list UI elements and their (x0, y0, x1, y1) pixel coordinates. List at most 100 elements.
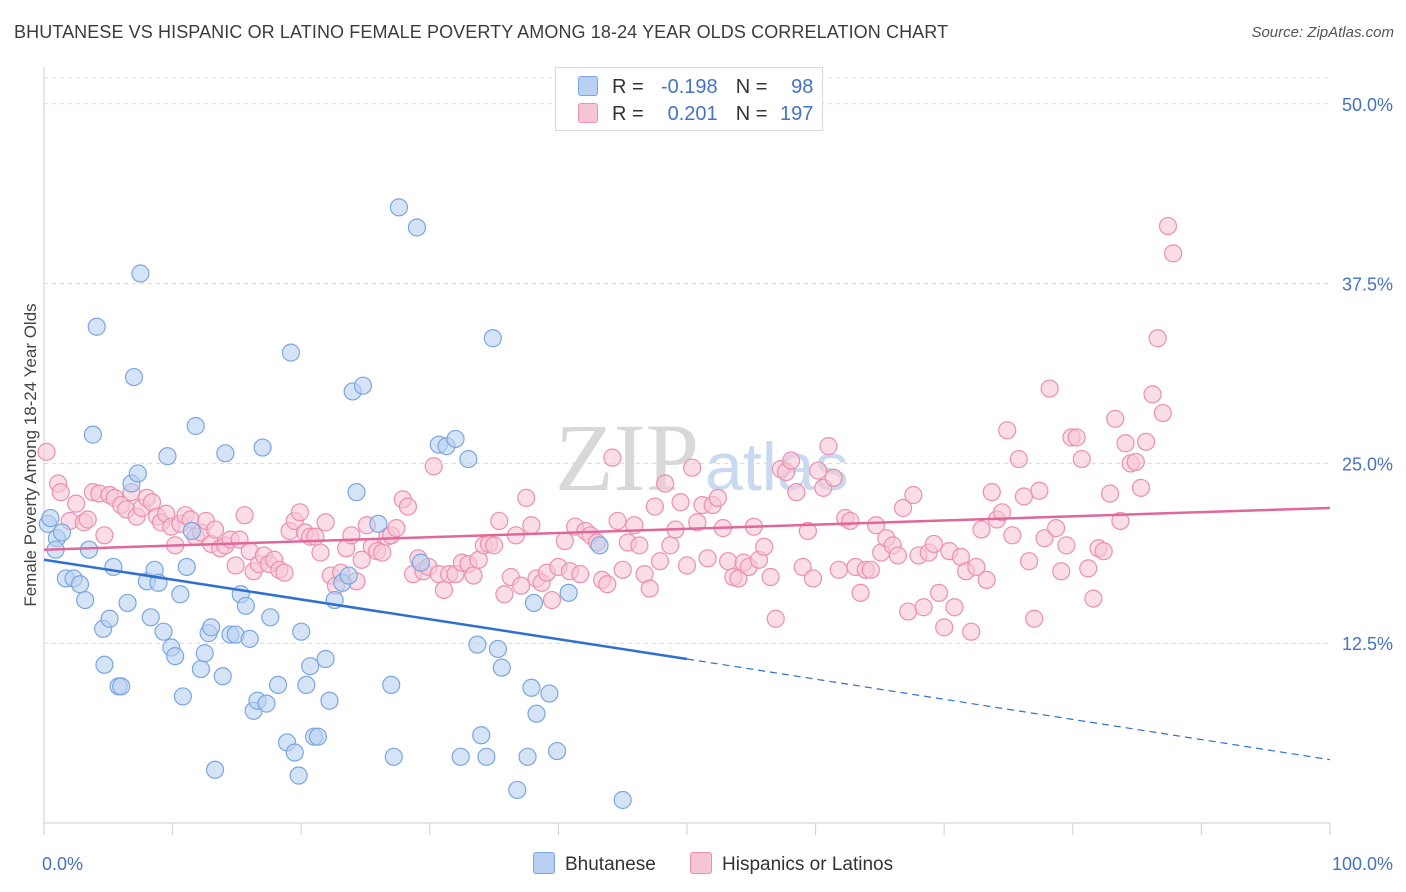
bhutanese-point-39 (213, 667, 232, 686)
hispanics-point-156 (861, 560, 880, 579)
hispanics-point-122 (683, 458, 702, 477)
hispanics-point-107 (603, 448, 622, 467)
hispanics-point-146 (809, 461, 828, 480)
bhutanese-point-13 (104, 557, 123, 577)
source-label: Source: ZipAtlas.com (1251, 24, 1394, 41)
bhutanese-point-25 (154, 622, 173, 641)
hispanics-point-114 (640, 579, 659, 598)
hispanics-point-64 (373, 543, 392, 562)
hispanics-point-143 (793, 557, 812, 577)
hispanics-point-201 (1100, 484, 1120, 503)
bhutanese-point-57 (297, 675, 316, 695)
hispanics-point-67 (387, 519, 406, 538)
hispanics-point-192 (1052, 562, 1071, 581)
hispanics-point-2 (51, 483, 70, 502)
hispanics-point-52 (311, 543, 330, 562)
hispanics-point-170 (935, 618, 954, 637)
bhutanese-point-68 (353, 376, 373, 395)
hispanics-point-123 (688, 513, 707, 532)
bhutanese-point-34 (191, 659, 210, 679)
hispanics-point-109 (613, 560, 632, 579)
x-tick-label-min: 0.0% (42, 854, 83, 874)
series-bhutanese-points (38, 198, 632, 810)
hispanics-point-198 (1084, 589, 1103, 608)
hispanics-point-154 (851, 583, 870, 602)
bhutanese-point-92 (548, 741, 567, 761)
bhutanese-point-11 (95, 655, 114, 674)
hispanics-point-85 (485, 536, 504, 555)
hispanics-point-209 (1143, 385, 1162, 404)
hispanics-point-108 (608, 511, 627, 531)
hispanics-point-136 (755, 537, 774, 556)
hispanics-point-186 (1019, 552, 1039, 571)
bhutanese-point-67 (347, 483, 366, 502)
bhutanese-point-22 (141, 608, 160, 627)
bhutanese-point-12 (100, 609, 119, 628)
hispanics-point-163 (899, 602, 918, 621)
bhutanese-point-88 (522, 678, 541, 697)
legend-r-value: -0.198 (660, 76, 718, 98)
hispanics-point-0 (37, 442, 56, 461)
hispanics-point-92 (522, 516, 541, 535)
hispanics-point-207 (1131, 478, 1151, 497)
bhutanese-point-8 (83, 425, 102, 444)
hispanics-point-200 (1094, 542, 1113, 561)
hispanics-point-116 (650, 552, 670, 571)
hispanics-point-176 (967, 557, 986, 577)
hispanics-point-161 (888, 546, 908, 565)
hispanics-point-213 (1164, 244, 1183, 263)
bhutanese-point-9 (87, 317, 106, 336)
y-tick-label-0: 12.5% (1342, 634, 1393, 654)
hispanics-point-195 (1067, 428, 1086, 447)
bhutanese-point-28 (166, 647, 185, 666)
chart-title: BHUTANESE VS HISPANIC OR LATINO FEMALE P… (14, 22, 949, 42)
hispanics-point-69 (398, 497, 418, 516)
hispanics-point-208 (1137, 432, 1156, 451)
hispanics-point-4 (67, 494, 86, 513)
hispanics-point-202 (1106, 409, 1125, 428)
hispanics-point-148 (819, 437, 838, 456)
bhutanese-point-53 (281, 343, 301, 362)
legend-swatch-bhutanese (578, 76, 598, 96)
hispanics-point-125 (698, 549, 717, 568)
hispanics-point-137 (761, 567, 780, 587)
bhutanese-point-6 (70, 575, 90, 594)
bhutanese-point-35 (195, 644, 214, 663)
hispanics-point-51 (306, 527, 325, 546)
bottom-legend-swatch-bhutanese (533, 852, 555, 874)
hispanics-point-191 (1046, 519, 1066, 538)
y-tick-label-2: 37.5% (1342, 275, 1393, 295)
hispanics-point-141 (782, 451, 801, 470)
bhutanese-point-40 (216, 444, 235, 463)
hispanics-point-138 (766, 609, 785, 628)
hispanics-point-175 (962, 622, 981, 641)
hispanics-point-91 (517, 488, 536, 508)
hispanics-point-86 (490, 511, 509, 531)
hispanics-point-76 (434, 580, 454, 600)
bhutanese-point-20 (131, 264, 150, 283)
bhutanese-point-97 (52, 523, 72, 542)
bhutanese-point-32 (182, 521, 201, 541)
bhutanese-point-60 (308, 727, 328, 746)
bhutanese-point-87 (518, 747, 537, 766)
y-tick-label-1: 25.0% (1342, 454, 1393, 474)
bhutanese-point-93 (559, 583, 578, 602)
y-tick-labels: 12.5% 25.0% 37.5% 50.0% (1342, 95, 1393, 654)
legend-r-value: 0.201 (667, 103, 718, 125)
bhutanese-point-51 (268, 675, 288, 695)
hispanics-point-121 (677, 556, 697, 575)
bhutanese-point-26 (158, 447, 177, 466)
bhutanese-point-91 (540, 684, 559, 703)
hispanics-point-81 (464, 566, 483, 585)
legend-row-bhutanese: R = -0.198 N = 98 (578, 76, 813, 98)
hispanics-point-204 (1116, 434, 1135, 453)
hispanics-point-115 (645, 497, 664, 516)
bhutanese-point-70 (382, 675, 401, 695)
hispanics-point-184 (1009, 449, 1028, 469)
bhutanese-point-38 (205, 760, 225, 779)
hispanics-point-183 (1003, 526, 1022, 545)
hispanics-point-162 (893, 498, 913, 518)
correlation-legend: R = -0.198 N = 98 R = 0.201 N = 197 (555, 67, 823, 131)
hispanics-point-182 (998, 421, 1017, 440)
hispanics-point-196 (1072, 449, 1091, 469)
